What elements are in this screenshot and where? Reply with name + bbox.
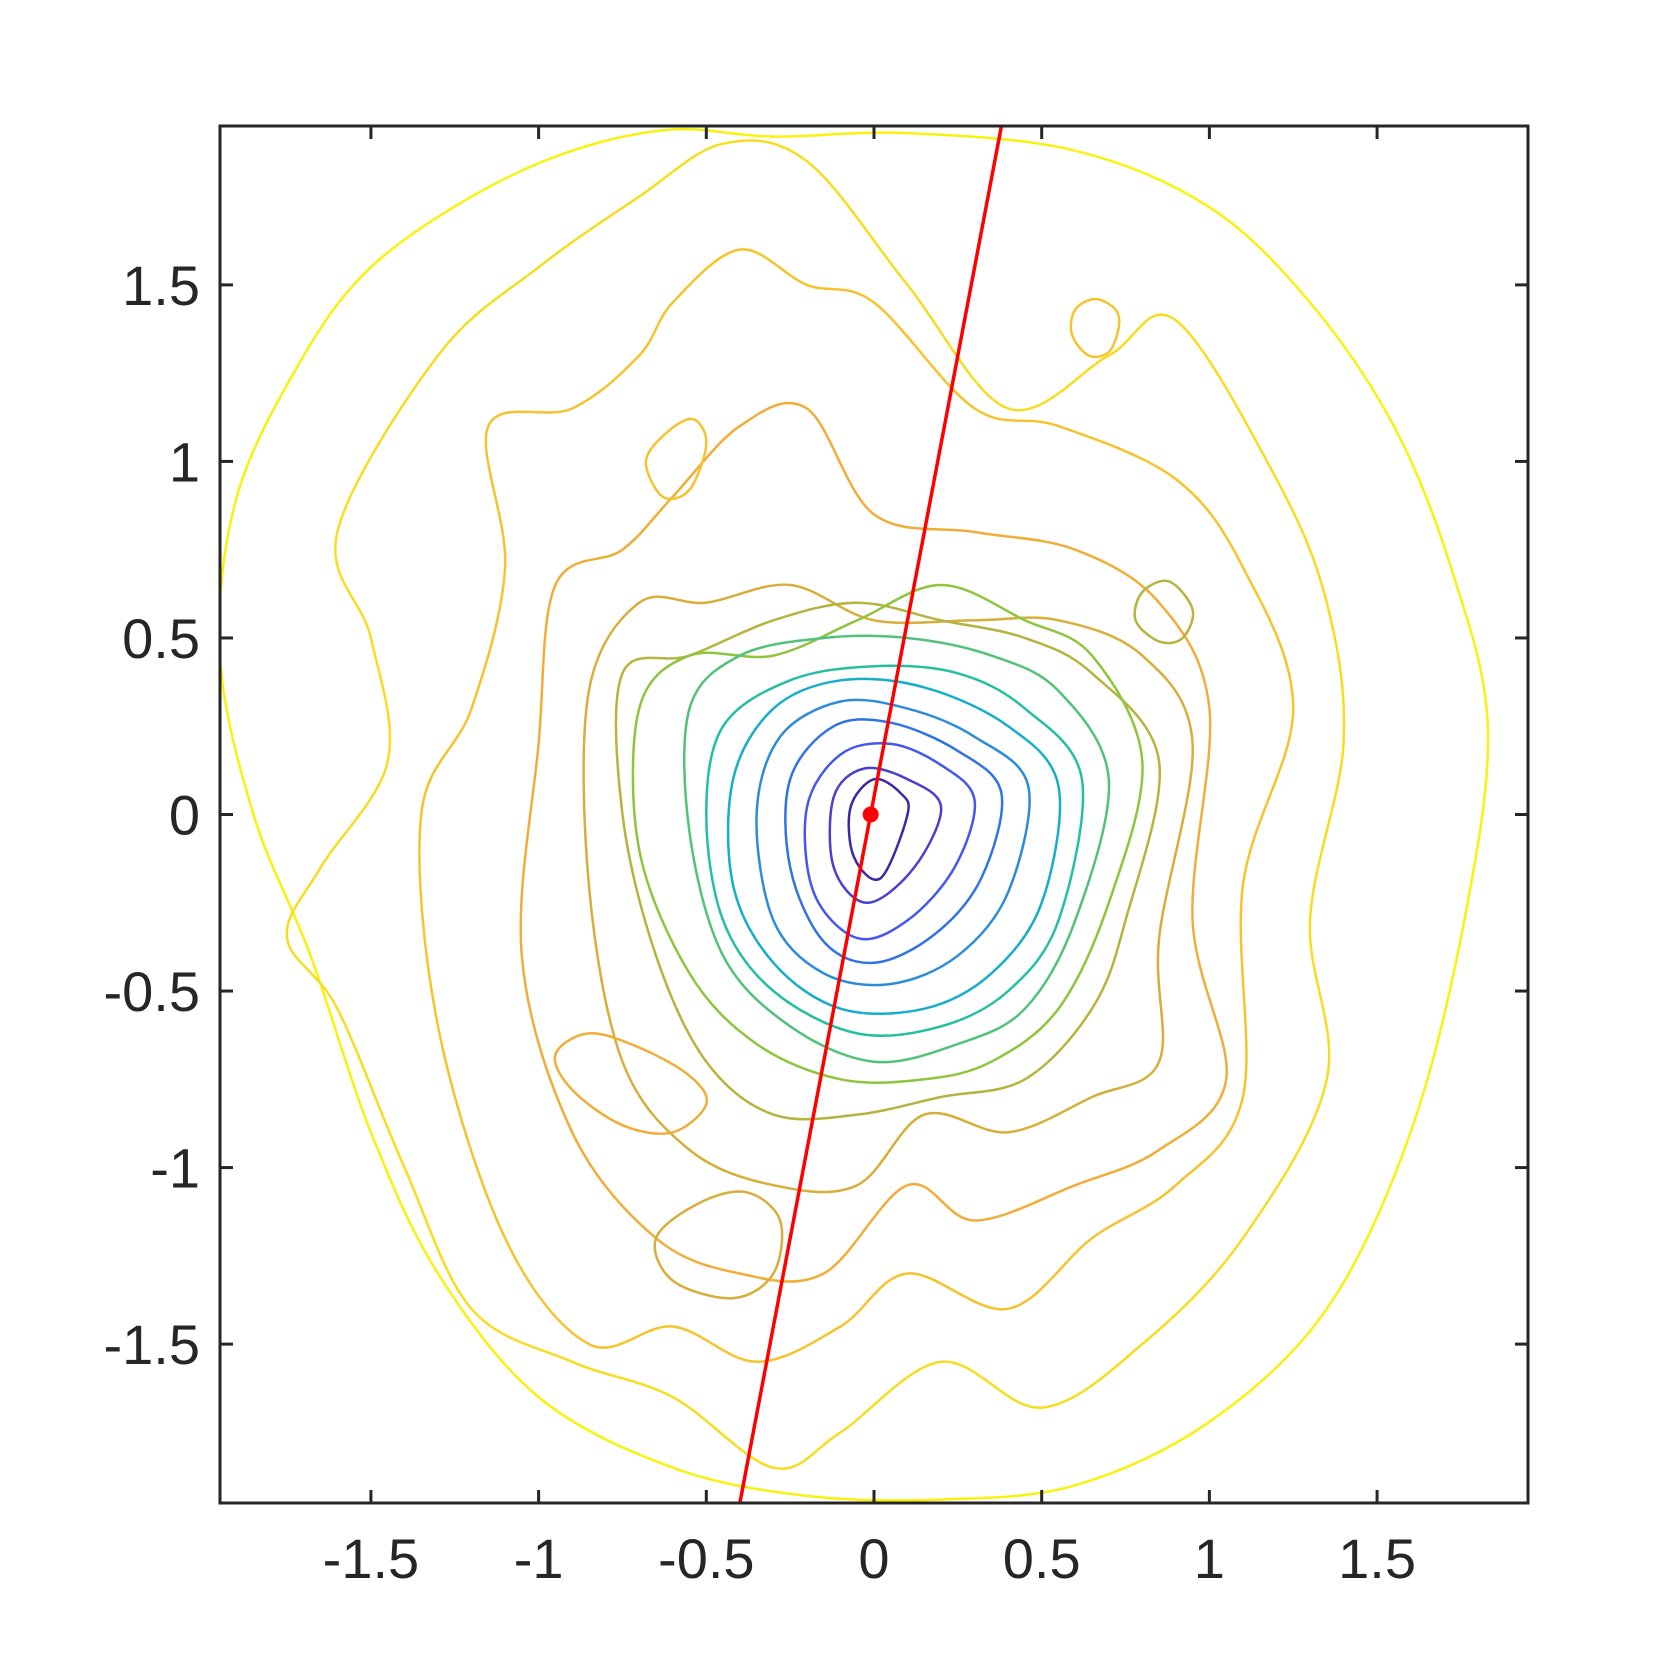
center-point xyxy=(862,806,879,823)
contour-line xyxy=(726,677,1062,1016)
y-tick-label: 1.5 xyxy=(122,254,200,317)
y-tick-label: 0 xyxy=(169,784,200,847)
contour-line xyxy=(614,601,1162,1121)
x-tick-label: 0 xyxy=(858,1527,889,1590)
x-tick-label: -1.5 xyxy=(323,1527,420,1590)
contour-line xyxy=(847,777,910,881)
x-tick-label: -1 xyxy=(514,1527,564,1590)
contour-line xyxy=(519,401,1229,1283)
contour-line xyxy=(755,698,1031,987)
x-tick-label: 1 xyxy=(1194,1527,1225,1590)
y-tick-label: 1 xyxy=(169,430,200,493)
plot-frame xyxy=(218,124,1530,1505)
contour-line xyxy=(644,417,708,501)
contour-line xyxy=(784,718,1004,965)
contour-line xyxy=(418,248,1295,1364)
y-tick-label: -1 xyxy=(150,1137,200,1200)
x-tick-label: 1.5 xyxy=(1338,1527,1416,1590)
contour-line xyxy=(553,1032,709,1135)
contour-line xyxy=(828,766,943,905)
axis-ticks xyxy=(220,126,1528,1503)
contour-line xyxy=(631,583,1144,1084)
y-tick-label: -1.5 xyxy=(104,1313,201,1376)
x-tick-label: 0.5 xyxy=(1003,1527,1081,1590)
y-tick-label: -0.5 xyxy=(104,960,201,1023)
fit-overlay xyxy=(738,126,1004,1503)
contour-line xyxy=(803,742,977,941)
axis-tick-labels: -1.5 -1 -0.5 0 0.5 1 1.5 -1.5 -1 -0.5 0 0.5 1 1.5 xyxy=(104,254,1417,1590)
contour-line xyxy=(653,1190,784,1300)
contour-line xyxy=(1133,579,1195,645)
contour-lines xyxy=(220,127,1490,1502)
contour-line xyxy=(683,634,1111,1064)
contour-line xyxy=(705,664,1085,1038)
y-tick-label: 0.5 xyxy=(122,607,200,670)
x-tick-label: -0.5 xyxy=(658,1527,755,1590)
contour-line xyxy=(285,139,1346,1470)
contour-line xyxy=(1069,297,1121,359)
contour-line xyxy=(220,127,1490,1502)
